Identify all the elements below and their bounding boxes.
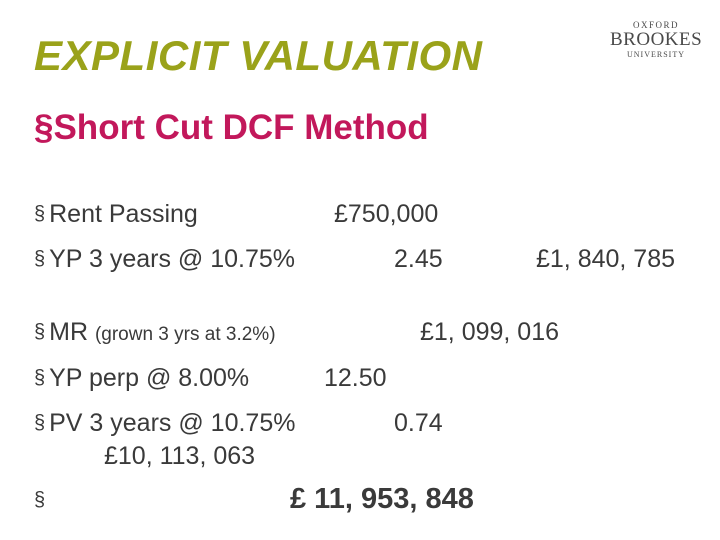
rent-passing-value: £750,000	[334, 200, 439, 228]
pv-3-years-label: PV 3 years @ 10.75%	[49, 409, 296, 437]
yp-perp-label: YP perp @ 8.00%	[49, 364, 250, 392]
mr-value: £1, 099, 016	[420, 318, 560, 346]
slide-title: EXPLICIT VALUATION	[34, 32, 483, 79]
yp-3-years-label: YP 3 years @ 10.75%	[49, 245, 296, 273]
mr-label: MR	[49, 318, 95, 346]
pv-3-years-row: § PV 3 years @ 10.75%	[34, 409, 295, 438]
bullet-icon: §	[34, 367, 46, 389]
yp-3-years-result: £1, 840, 785	[536, 245, 676, 273]
yp-perp-multiplier: 12.50	[324, 364, 387, 392]
bullet-icon: §	[34, 412, 46, 434]
mr-note: (grown 3 yrs at 3.2%)	[94, 324, 276, 345]
bullet-icon: §	[34, 321, 46, 343]
total-row: §	[34, 486, 49, 515]
logo-line-brookes: BROOKES	[610, 29, 703, 50]
pv-3-years-result: £10, 113, 063	[104, 442, 256, 470]
yp-3-years-row: § YP 3 years @ 10.75%	[34, 245, 295, 274]
logo-line-university: UNIVERSITY	[627, 50, 685, 59]
slide-subtitle: §Short Cut DCF Method	[34, 108, 429, 147]
bullet-icon: §	[34, 248, 46, 270]
rent-passing-label: Rent Passing	[49, 200, 198, 228]
bullet-icon: §	[34, 203, 46, 225]
oxford-brookes-logo: OXFORD BROOKES UNIVERSITY	[610, 20, 702, 64]
logo-line-oxford: OXFORD	[632, 20, 679, 30]
bullet-icon: §	[34, 489, 46, 511]
yp-perp-row: § YP perp @ 8.00%	[34, 364, 249, 393]
rent-passing-row: § Rent Passing	[34, 200, 198, 229]
yp-3-years-multiplier: 2.45	[394, 245, 443, 273]
pv-3-years-multiplier: 0.74	[394, 409, 443, 437]
total-value: £ 11, 953, 848	[290, 483, 474, 515]
mr-row: § MR (grown 3 yrs at 3.2%)	[34, 318, 276, 347]
